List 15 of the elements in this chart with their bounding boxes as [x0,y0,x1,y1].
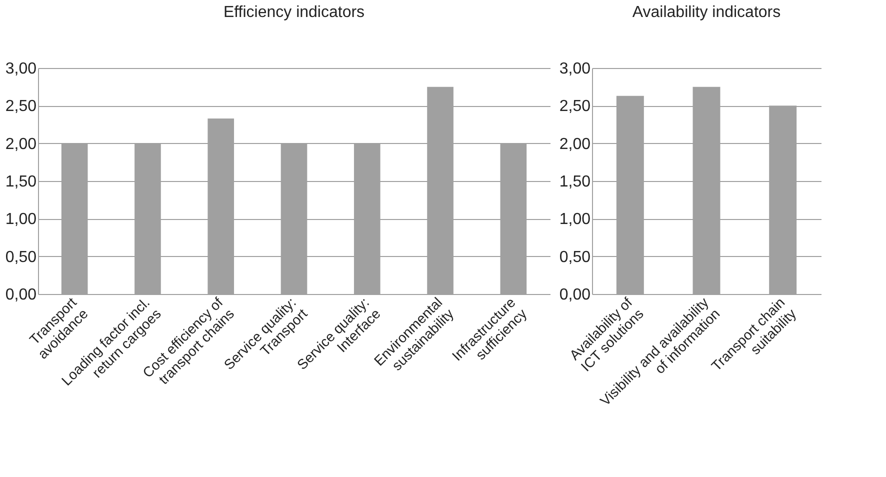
y-tick-label: 2,00 [559,136,591,153]
y-tick-label: 3,00 [559,60,591,78]
chart-title: Availability indicators [632,4,781,21]
y-tick-label: 1,00 [5,211,37,228]
y-tick-label: 1,00 [559,211,591,228]
y-tick-label: 0,50 [559,248,591,266]
y-tick-label: 3,00 [5,60,37,78]
y-tick-label: 1,50 [559,174,591,190]
y-tick-label: 1,50 [5,174,37,190]
y-tick-label: 0,50 [5,248,37,266]
y-tick-label: 2,00 [5,136,37,153]
y-tick-label: 2,50 [5,98,37,116]
chart-title: Efficiency indicators [223,4,365,21]
y-tick-label: 0,00 [559,286,591,304]
y-tick-label: 2,50 [559,98,591,116]
